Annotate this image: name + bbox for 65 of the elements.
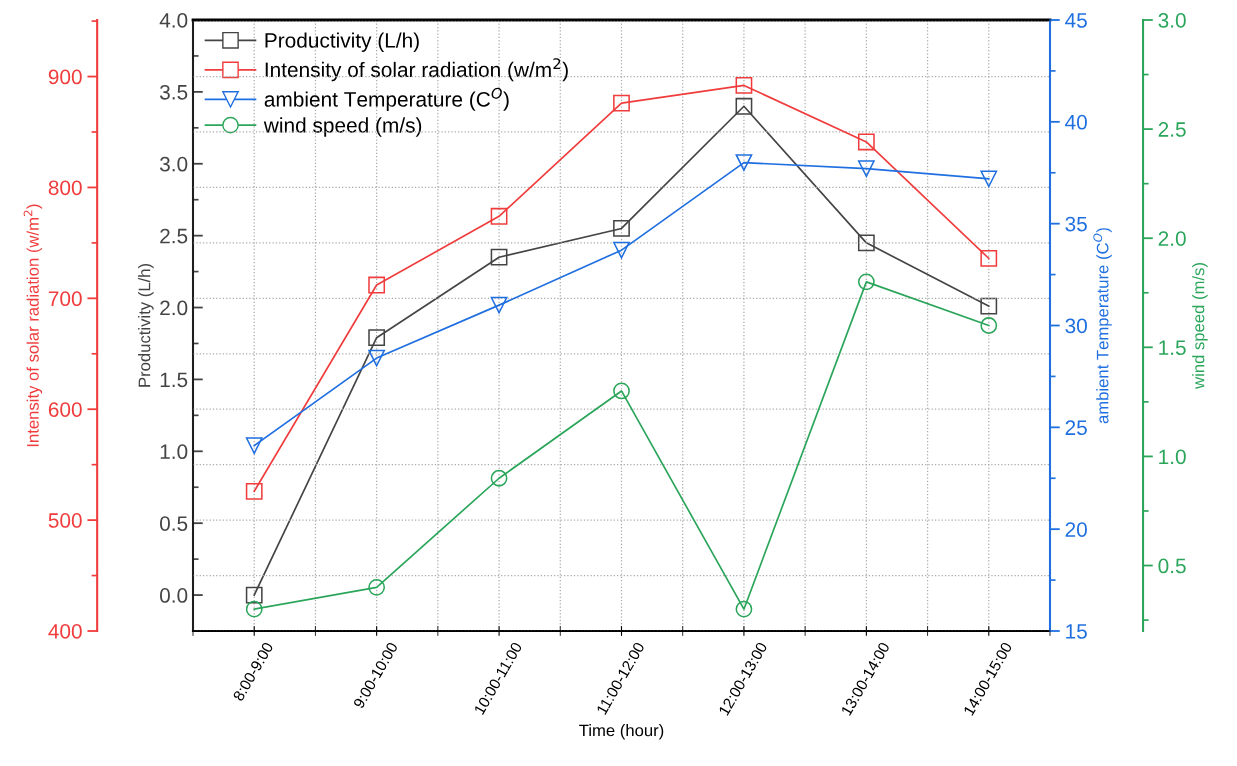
point <box>245 482 263 500</box>
y-tick-label: 2.0 <box>1158 231 1186 246</box>
point <box>245 437 263 455</box>
y3-tick-label: 30 <box>1065 318 1087 334</box>
y-tick-label: 2.5 <box>160 228 188 244</box>
point <box>735 600 753 618</box>
y2-axis-title: Intensity of solar radiation (w/m$^{2}$) <box>23 204 43 447</box>
point <box>368 329 386 347</box>
y2-tick-label: 900 <box>48 69 82 85</box>
y3-axis-title: ambient Temperature (C$^{O}$) <box>1093 228 1112 424</box>
point <box>735 77 753 94</box>
point <box>857 273 875 291</box>
point <box>490 469 508 487</box>
y2-tick-label: 800 <box>48 180 82 196</box>
point <box>245 600 263 618</box>
point <box>368 349 386 367</box>
y-tick-label: 1.0 <box>160 444 188 460</box>
point <box>613 382 630 400</box>
point <box>245 586 263 604</box>
point <box>735 97 753 115</box>
y-tick-label: 3.0 <box>1158 13 1186 28</box>
point <box>490 296 508 314</box>
point <box>368 578 386 596</box>
point <box>980 170 998 188</box>
legend-label: wind speed (m/s) <box>263 117 422 137</box>
y-tick-label: 4.0 <box>159 13 188 28</box>
y2-tick-label: 500 <box>48 513 82 528</box>
y-tick-label: 3.5 <box>159 84 188 100</box>
y3-tick-label: 15 <box>1066 624 1087 639</box>
point <box>735 154 753 171</box>
point <box>857 133 875 151</box>
legend-label: ambient Temperature (C$^{O}$) <box>264 87 509 111</box>
y-tick-label: 2.0 <box>160 300 188 316</box>
point <box>613 220 630 237</box>
y2-tick-label: 400 <box>48 624 82 639</box>
y-tick-label: 1.0 <box>1159 449 1186 465</box>
point <box>857 160 875 178</box>
y-tick-label: 0.0 <box>159 588 188 603</box>
point <box>980 317 998 334</box>
point <box>490 207 508 225</box>
y3-tick-label: 35 <box>1065 216 1087 232</box>
y-tick-label: 1.5 <box>1159 340 1186 356</box>
y3-tick-label: 40 <box>1065 114 1087 130</box>
legend-label: Productivity (L/h) <box>265 32 419 52</box>
point <box>980 297 998 315</box>
point <box>980 250 998 267</box>
y-tick-label: 0.5 <box>1158 558 1186 574</box>
y-axis-title: wind speed (m/s) <box>1192 263 1208 389</box>
y2-tick-label: 700 <box>48 291 82 307</box>
legend-label: Intensity of solar radiation (w/m$^{2}$) <box>265 58 568 82</box>
y2-tick-label: 600 <box>48 402 82 417</box>
y-tick-label: 2.5 <box>1158 122 1186 137</box>
x-axis-title: Time (hour) <box>579 724 664 740</box>
y3-tick-label: 25 <box>1065 420 1087 436</box>
y-tick-label: 0.5 <box>159 516 188 531</box>
point <box>490 248 508 266</box>
y3-tick-label: 45 <box>1065 13 1087 28</box>
y-tick-label: 3.0 <box>159 156 188 172</box>
point <box>857 234 875 252</box>
point <box>368 276 386 294</box>
point <box>613 94 630 112</box>
y-axis-title: Productivity (L/h) <box>138 264 154 387</box>
y-tick-label: 1.5 <box>160 372 188 388</box>
y3-tick-label: 20 <box>1065 522 1087 537</box>
point <box>613 241 630 259</box>
